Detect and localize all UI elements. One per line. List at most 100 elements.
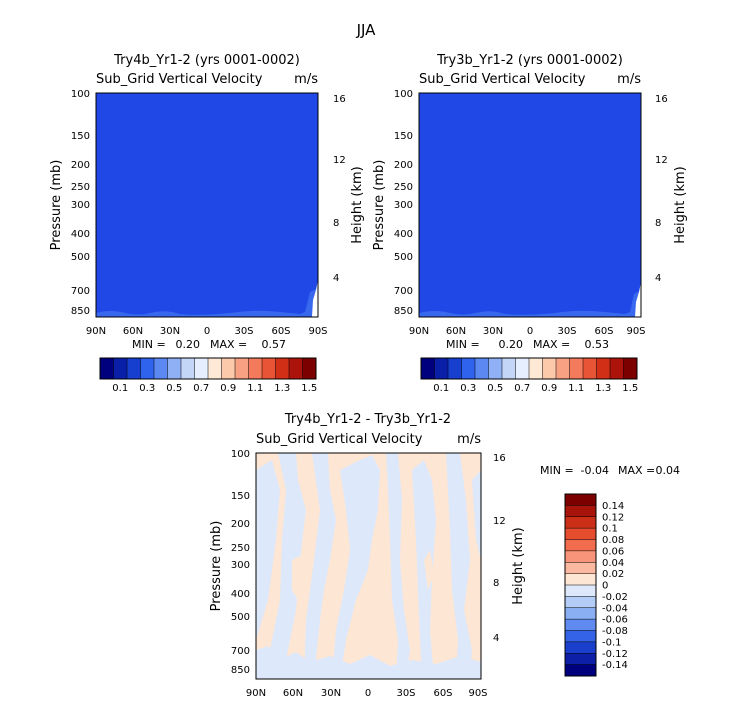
panel-3: Try4b_Yr1-2 - Try3b_Yr1-2 Sub_Grid Verti… [209,412,680,699]
y-tick-label: 150 [394,131,413,142]
panel-2-y-axis-label: Pressure (mb) [372,160,387,251]
colorbar-swatch [569,358,584,379]
x-tick-label: 0 [527,326,533,337]
y-tick-label: 300 [394,200,413,211]
colorbar-label: 1.5 [622,383,638,394]
panel-1-variable: Sub_Grid Vertical Velocity [96,72,263,87]
colorbar-swatch [565,539,596,552]
panel-3-stats: MIN = -0.04 MAX = 0.04 [540,464,680,477]
panel-3-title: Try4b_Yr1-2 - Try3b_Yr1-2 [284,412,451,427]
panel-2-x-ticks: 90N 60N 30N 0 30S 60S 90S [409,326,646,337]
panel-2-colorbar: 0.1 0.3 0.5 0.7 0.9 1.1 1.3 1.5 [420,357,638,394]
min-value: 0.20 [499,338,524,351]
colorbar-frame [564,493,597,677]
colorbar-swatch [421,358,435,379]
panel-3-x-ticks: 90N 60N 30N 0 30S 60S 90S [246,688,488,699]
y-right-tick-label: 12 [333,155,346,166]
colorbar-label: 0.5 [487,383,503,394]
colorbar-swatch [565,550,596,563]
y-tick-label: 400 [231,589,250,600]
negative-contour [446,453,472,679]
colorbar-label: 0.9 [541,383,557,394]
colorbar-swatch [221,358,236,379]
colorbar-swatch [515,358,530,379]
colorbar-label: -0.12 [602,649,628,660]
y-tick-label: 150 [71,131,90,142]
y-tick-label: 200 [394,160,413,171]
positive-contour [292,556,304,600]
y-tick-label: 250 [394,182,413,193]
x-tick-label: 30N [483,326,503,337]
panel-2-frame [418,92,642,318]
colorbar-swatch [140,358,155,379]
y-right-tick-label: 8 [493,578,499,589]
negative-contour [256,460,280,640]
colorbar-swatch [262,358,276,379]
panel-1-y-right-axis-label: Height (km) [350,166,365,243]
y-tick-label: 850 [231,665,250,676]
panel-2-surface-mask [635,282,641,317]
panel-2-title: Try3b_Yr1-2 (yrs 0001-0002) [436,53,623,68]
colorbar-swatch [565,494,596,506]
y-right-tick-label: 4 [493,633,499,644]
panel-1: Try4b_Yr1-2 (yrs 0001-0002) Sub_Grid Ver… [49,53,365,394]
colorbar-swatch [434,358,449,379]
panel-2-units: m/s [617,72,641,87]
y-right-tick-label: 16 [333,94,346,105]
colorbar-swatch [475,358,489,379]
y-right-tick-label: 12 [493,516,506,527]
colorbar-swatch [113,358,128,379]
max-value: 0.04 [656,464,681,477]
panel-1-colorbar: 0.1 0.3 0.5 0.7 0.9 1.1 1.3 1.5 [99,357,317,394]
colorbar-label: -0.14 [602,660,628,671]
panel-2: Try3b_Yr1-2 (yrs 0001-0002) Sub_Grid Ver… [372,53,688,394]
negative-contour [472,470,481,560]
x-tick-label: 90N [246,688,266,699]
colorbar-label: 0.7 [193,383,209,394]
colorbar-label: 0.12 [602,512,624,523]
max-value: 0.57 [262,338,287,351]
colorbar-swatch [565,505,596,518]
y-tick-label: 200 [231,519,250,530]
x-tick-label: 60S [271,326,290,337]
panel-2-y-ticks: 100 150 200 250 300 400 500 700 850 [394,89,413,317]
colorbar-label: 0.3 [460,383,476,394]
colorbar-label: 0.3 [139,383,155,394]
max-label: MAX = [533,338,570,351]
colorbar-label: 1.1 [568,383,584,394]
panel-1-field-fill [96,93,318,317]
y-tick-label: 400 [394,229,413,240]
y-right-tick-label: 4 [655,273,661,284]
y-tick-label: 200 [71,160,90,171]
x-tick-label: 90N [86,326,106,337]
figure-title: JJA [356,21,377,39]
colorbar-swatch [502,358,516,379]
panel-2-y-right-ticks: 16 12 8 4 [655,94,668,284]
colorbar-frame [99,357,317,380]
panel-3-y-axis-label: Pressure (mb) [209,521,224,612]
colorbar-label: 1.3 [595,383,611,394]
min-value: 0.20 [176,338,201,351]
x-tick-label: 60N [283,688,303,699]
y-right-tick-label: 4 [333,273,339,284]
colorbar-label: 1.3 [274,383,290,394]
negative-contour [386,453,410,679]
x-tick-label: 90S [468,688,487,699]
colorbar-swatch [448,358,462,379]
colorbar-swatch [127,358,141,379]
x-tick-label: 30S [557,326,576,337]
negative-contour [268,453,306,679]
x-tick-label: 60S [594,326,613,337]
colorbar-label: 0.1 [602,524,618,535]
panel-1-stats: MIN = 0.20 MAX = 0.57 [132,338,286,351]
y-right-tick-label: 8 [333,218,339,229]
x-tick-label: 30N [160,326,180,337]
x-tick-label: 0 [204,326,210,337]
x-tick-label: 60N [123,326,143,337]
colorbar-label: 0.1 [433,383,449,394]
colorbar-label: 0.1 [112,383,128,394]
y-tick-label: 400 [71,229,90,240]
negative-contour [412,460,436,679]
colorbar-swatch [623,358,638,379]
